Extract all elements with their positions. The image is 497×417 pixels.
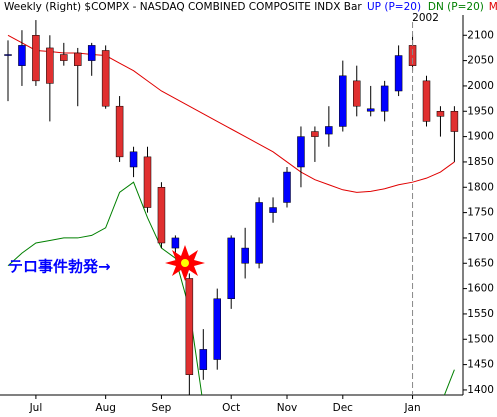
candle-body <box>185 278 194 375</box>
candle-body <box>213 298 221 360</box>
y-tick-label: 1700 <box>467 232 494 244</box>
candle-body <box>366 108 375 112</box>
y-tick-label: 1500 <box>467 333 494 345</box>
year-label: 2002 <box>412 12 439 24</box>
y-tick-label: 1450 <box>467 359 494 371</box>
x-tick-label: Dec <box>333 402 354 414</box>
series-line <box>7 181 455 395</box>
legend-label: DN (P=20) <box>428 1 484 13</box>
candle-body <box>241 247 249 264</box>
y-tick-label: 1950 <box>467 105 494 117</box>
legend-label: MA <box>489 1 497 13</box>
candle-body <box>46 47 54 84</box>
x-tick-label: Oct <box>222 402 240 414</box>
x-tick-label: Nov <box>277 402 298 414</box>
candle-body <box>283 171 291 203</box>
candle-body <box>269 207 277 213</box>
y-tick-label: 1900 <box>467 131 494 143</box>
x-tick-label: Aug <box>95 402 116 414</box>
candle-body <box>101 50 110 107</box>
candle-body <box>311 131 319 137</box>
candle-body <box>353 80 361 107</box>
x-tick-label: Sep <box>152 402 172 414</box>
candle-body <box>60 54 68 61</box>
candle-body <box>171 237 180 249</box>
candle-body <box>87 45 96 61</box>
y-tick-label: 2000 <box>467 80 494 92</box>
candle-body <box>297 136 305 168</box>
x-tick-label: Jan <box>403 402 420 414</box>
candle-body <box>255 202 263 264</box>
candle-body <box>74 52 82 66</box>
candle-body <box>115 105 124 158</box>
candle-body <box>157 187 166 244</box>
candle-body <box>325 126 333 135</box>
y-tick-label: 2050 <box>467 55 494 67</box>
y-tick-label: 1850 <box>467 156 494 168</box>
y-tick-label: 1550 <box>467 308 494 320</box>
y-tick-label: 1800 <box>467 181 494 193</box>
y-tick-label: 1400 <box>467 384 494 396</box>
starburst <box>165 245 205 281</box>
candle-body <box>32 35 40 82</box>
candle-body <box>394 55 403 92</box>
candle-body <box>450 111 459 132</box>
y-tick-label: 1750 <box>467 207 494 219</box>
x-tick-label: Jul <box>29 402 43 414</box>
candle-body <box>422 80 431 122</box>
candle-body <box>4 54 12 56</box>
chart-title: Weekly (Right) $COMPX - NASDAQ COMBINED … <box>4 1 362 13</box>
plot-area <box>4 20 459 395</box>
candle-body <box>129 151 138 168</box>
candle-body <box>143 156 152 208</box>
y-tick-label: 1600 <box>467 283 494 295</box>
legend-label: UP (P=20) <box>367 1 421 13</box>
candle-body <box>199 349 208 370</box>
candle-body <box>227 237 235 299</box>
series-line <box>7 34 455 193</box>
candle-body <box>436 111 445 117</box>
candle-body <box>380 85 389 112</box>
y-tick-label: 2100 <box>467 29 494 41</box>
legend: UP (P=20) DN (P=20) MA <box>367 1 497 13</box>
candle-body <box>339 75 347 127</box>
candle-body <box>18 45 26 66</box>
y-tick-label: 1650 <box>467 257 494 269</box>
annotation: テロ事件勃発→ <box>8 258 111 276</box>
